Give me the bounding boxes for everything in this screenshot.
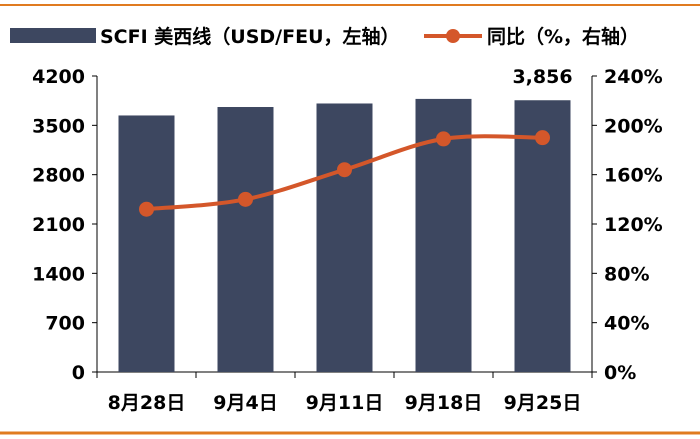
x-tick-label: 8月28日 [108, 392, 186, 414]
line-point [238, 191, 253, 207]
right-y-tick-label: 0% [604, 362, 636, 384]
left-y-tick-label: 0 [72, 362, 85, 384]
left-y-tick-label: 2800 [32, 165, 85, 187]
right-y-tick-label: 200% [604, 115, 663, 137]
legend: SCFI 美西线（USD/FEU，左轴） 同比（%，右轴） [10, 25, 639, 48]
legend-line-marker [446, 29, 460, 43]
left-y-tick-label: 1400 [32, 263, 85, 285]
right-y-tick-label: 120% [604, 214, 663, 236]
bar [118, 115, 175, 372]
bar-data-label: 3,856 [512, 66, 572, 88]
axes: 0 0% 700 40% 1400 80% 2100 120% 2800 160% 3500 200%… [32, 66, 663, 414]
bar [217, 107, 274, 372]
line-point [436, 131, 451, 147]
bar [316, 103, 373, 372]
line-point [139, 201, 154, 217]
left-y-tick-label: 3500 [32, 115, 85, 137]
legend-bar-label: SCFI 美西线（USD/FEU，左轴） [100, 25, 400, 48]
line-point [337, 162, 352, 178]
line-series [139, 130, 550, 217]
line-point [535, 130, 550, 146]
right-y-tick-label: 80% [604, 263, 649, 285]
x-tick-label: 9月25日 [504, 392, 582, 414]
right-y-tick-label: 40% [604, 313, 649, 335]
x-tick-label: 9月11日 [306, 392, 384, 414]
bar-series [118, 98, 571, 373]
right-y-tick-label: 160% [604, 165, 663, 187]
right-y-tick-label: 240% [604, 66, 663, 88]
legend-bar-swatch [10, 28, 96, 43]
legend-line-label: 同比（%，右轴） [487, 25, 639, 48]
left-y-tick-label: 4200 [32, 66, 85, 88]
bar [514, 100, 571, 373]
x-tick-label: 9月4日 [213, 392, 277, 414]
data-labels: 3,856 [512, 66, 572, 88]
left-y-tick-label: 700 [45, 313, 85, 335]
x-tick-label: 9月18日 [405, 392, 483, 414]
left-y-tick-label: 2100 [32, 214, 85, 236]
